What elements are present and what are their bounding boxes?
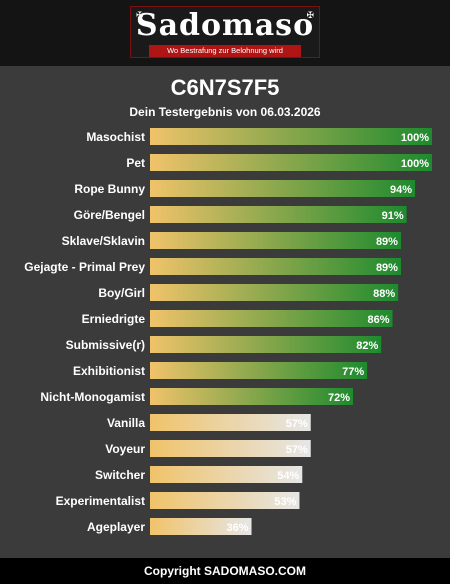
value-label: 53% (274, 496, 296, 508)
value-label: 72% (328, 392, 350, 404)
result-bar (150, 388, 354, 405)
logo-tagline: Wo Bestrafung zur Belohnung wird (149, 45, 301, 57)
result-subtitle: Dein Testergebnis von 06.03.2026 (129, 105, 321, 119)
value-label: 57% (286, 418, 308, 430)
value-label: 91% (382, 210, 404, 222)
result-bar (150, 414, 311, 431)
category-label: Masochist (86, 130, 145, 144)
category-label: Switcher (95, 468, 145, 482)
result-bar (150, 440, 311, 457)
result-bar (150, 310, 393, 327)
site-logo[interactable]: ✠ ✠ Sadomaso Wo Bestrafung zur Belohnung… (130, 6, 320, 58)
value-label: 100% (401, 132, 429, 144)
result-code: C6N7S7F5 (170, 75, 280, 100)
result-bar (150, 284, 399, 301)
category-label: Göre/Bengel (74, 208, 145, 222)
result-bar (150, 362, 368, 379)
value-label: 57% (286, 444, 308, 456)
value-label: 89% (376, 236, 398, 248)
result-bar (150, 206, 407, 223)
value-label: 100% (401, 158, 429, 170)
value-label: 82% (356, 340, 378, 352)
category-label: Gejagte - Primal Prey (24, 260, 145, 274)
category-label: Voyeur (105, 442, 145, 456)
category-label: Experimentalist (56, 494, 145, 508)
result-bar (150, 128, 432, 145)
category-label: Submissive(r) (66, 338, 145, 352)
result-bar (150, 154, 432, 171)
value-label: 88% (373, 288, 395, 300)
category-label: Erniedrigte (82, 312, 146, 326)
result-bar (150, 492, 300, 509)
header-bar: ✠ ✠ Sadomaso Wo Bestrafung zur Belohnung… (0, 0, 450, 66)
value-label: 77% (342, 366, 364, 378)
value-label: 94% (390, 184, 412, 196)
value-label: 54% (277, 470, 299, 482)
result-bar (150, 258, 401, 275)
value-label: 86% (367, 314, 389, 326)
category-label: Sklave/Sklavin (62, 234, 145, 248)
value-label: 89% (376, 262, 398, 274)
result-bar (150, 336, 382, 353)
footer: Copyright SADOMASO.COM (0, 558, 450, 584)
cross-icon: ✠ (306, 11, 314, 21)
category-label: Vanilla (107, 416, 145, 430)
category-label: Boy/Girl (98, 286, 145, 300)
result-bar (150, 232, 401, 249)
copyright-text: Copyright SADOMASO.COM (144, 564, 306, 578)
cross-icon: ✠ (136, 11, 144, 21)
category-label: Ageplayer (87, 520, 145, 534)
category-label: Nicht-Monogamist (40, 390, 145, 404)
category-label: Pet (126, 156, 145, 170)
value-label: 36% (226, 522, 248, 534)
result-bar (150, 518, 252, 535)
logo-wordmark: Sadomaso (135, 8, 315, 43)
category-label: Exhibitionist (73, 364, 145, 378)
result-bar (150, 466, 303, 483)
category-label: Rope Bunny (74, 182, 145, 196)
result-bar (150, 180, 416, 197)
